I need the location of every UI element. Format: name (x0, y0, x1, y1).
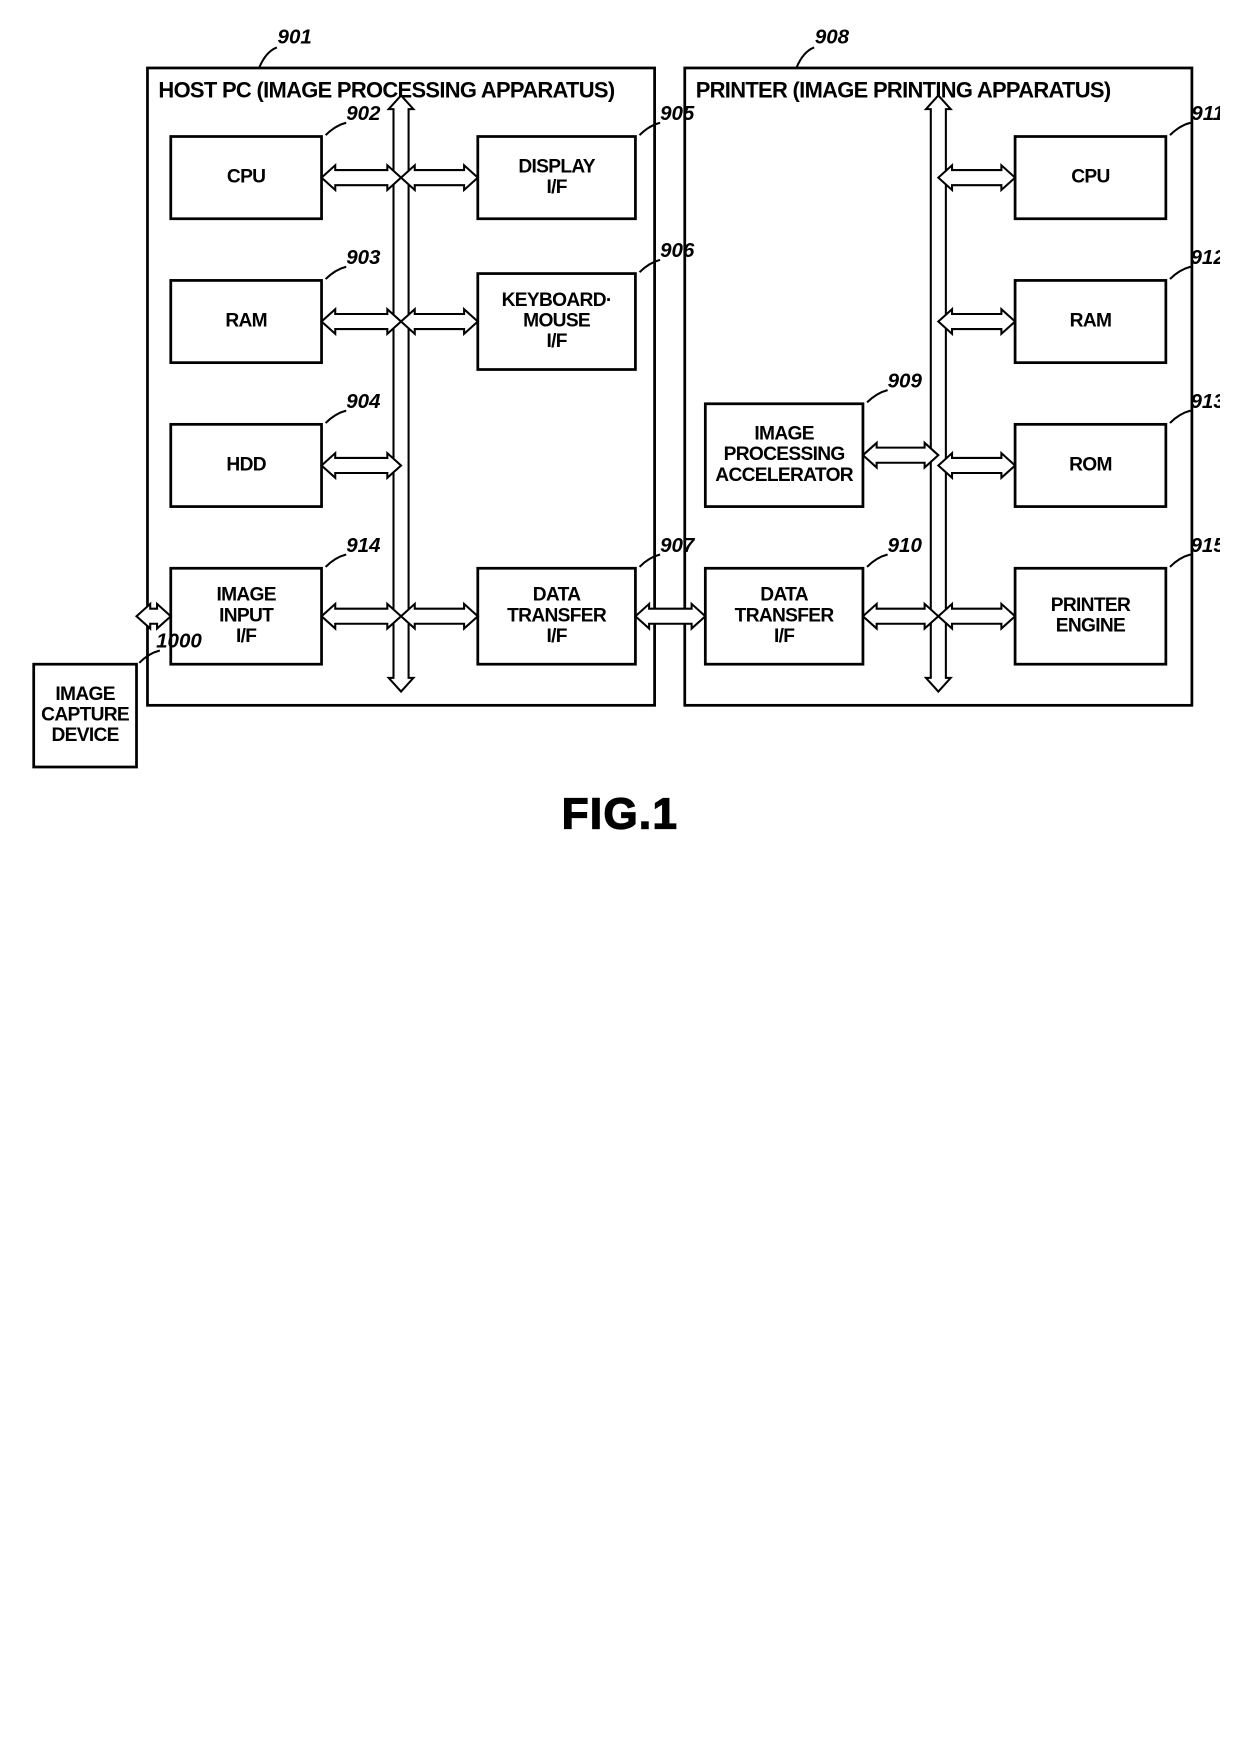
svg-text:I/F: I/F (546, 626, 567, 647)
svg-text:CAPTURE: CAPTURE (41, 705, 130, 726)
svg-text:IMAGE: IMAGE (216, 585, 276, 606)
svg-text:IMAGE: IMAGE (55, 684, 115, 705)
svg-text:911: 911 (1191, 102, 1220, 125)
svg-text:TRANSFER: TRANSFER (507, 605, 607, 626)
svg-text:KEYBOARD·: KEYBOARD· (502, 290, 612, 311)
svg-text:903: 903 (346, 246, 381, 269)
svg-text:DISPLAY: DISPLAY (518, 156, 595, 177)
svg-text:908: 908 (815, 25, 850, 48)
svg-text:I/F: I/F (236, 626, 257, 647)
svg-text:FIG.1: FIG.1 (562, 790, 679, 839)
svg-text:915: 915 (1191, 534, 1220, 557)
svg-text:HDD: HDD (226, 455, 266, 476)
svg-text:I/F: I/F (546, 331, 567, 352)
svg-text:I/F: I/F (546, 177, 567, 198)
svg-text:907: 907 (660, 534, 696, 557)
svg-text:914: 914 (346, 534, 381, 557)
svg-text:RAM: RAM (1070, 311, 1112, 332)
svg-text:912: 912 (1191, 246, 1220, 269)
svg-text:DATA: DATA (760, 585, 808, 606)
svg-text:902: 902 (346, 102, 381, 125)
svg-text:PROCESSING: PROCESSING (724, 444, 845, 465)
svg-text:DEVICE: DEVICE (51, 725, 119, 746)
svg-text:ROM: ROM (1069, 455, 1112, 476)
svg-text:HOST PC (IMAGE PROCESSING APPA: HOST PC (IMAGE PROCESSING APPARATUS) (158, 78, 614, 103)
svg-text:IMAGE: IMAGE (754, 424, 814, 445)
svg-text:DATA: DATA (533, 585, 581, 606)
svg-text:905: 905 (660, 102, 695, 125)
svg-text:904: 904 (346, 390, 381, 413)
svg-text:RAM: RAM (225, 311, 267, 332)
svg-text:PRINTER: PRINTER (1051, 595, 1131, 616)
svg-text:INPUT: INPUT (219, 605, 274, 626)
svg-text:910: 910 (888, 534, 923, 557)
svg-text:ACCELERATOR: ACCELERATOR (715, 465, 854, 486)
svg-text:913: 913 (1191, 390, 1220, 413)
svg-text:901: 901 (278, 25, 312, 48)
svg-text:CPU: CPU (227, 167, 265, 188)
svg-text:906: 906 (660, 239, 695, 262)
svg-text:CPU: CPU (1071, 167, 1109, 188)
svg-text:MOUSE: MOUSE (523, 311, 591, 332)
svg-text:TRANSFER: TRANSFER (735, 605, 835, 626)
svg-text:909: 909 (888, 369, 923, 392)
svg-text:1000: 1000 (156, 630, 202, 653)
svg-text:PRINTER (IMAGE PRINTING APPARA: PRINTER (IMAGE PRINTING APPARATUS) (696, 78, 1111, 103)
svg-text:ENGINE: ENGINE (1056, 616, 1126, 637)
svg-text:I/F: I/F (774, 626, 795, 647)
